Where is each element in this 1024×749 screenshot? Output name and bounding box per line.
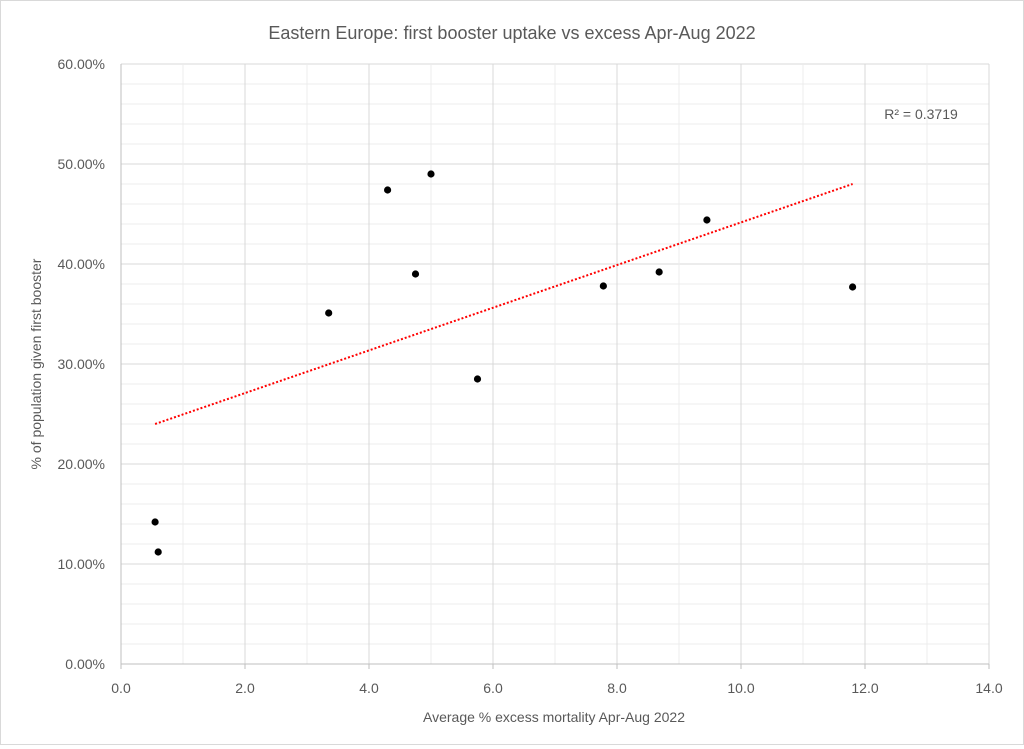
y-tick-label: 0.00% (65, 656, 105, 672)
y-tick-label: 50.00% (58, 156, 105, 172)
data-point (384, 186, 392, 194)
x-tick-label: 2.0 (235, 680, 255, 696)
y-tick-label: 40.00% (58, 256, 105, 272)
grid-layer (121, 63, 990, 664)
y-tick-label: 60.00% (58, 56, 105, 72)
x-tick-label: 6.0 (483, 680, 503, 696)
y-tick-label: 30.00% (58, 356, 105, 372)
x-axis-title: Average % excess mortality Apr-Aug 2022 (423, 709, 685, 725)
r-squared-label: R² = 0.3719 (884, 106, 958, 122)
data-point (325, 309, 333, 317)
data-point (151, 518, 159, 526)
data-point (849, 283, 857, 291)
x-tick-label: 8.0 (607, 680, 627, 696)
points-layer (151, 170, 857, 556)
data-point (473, 375, 482, 383)
data-point (427, 170, 435, 178)
linear-trendline (154, 183, 853, 425)
y-tick-label: 20.00% (58, 456, 105, 472)
x-tick-label: 10.0 (727, 680, 754, 696)
data-point (655, 268, 663, 276)
trendline-layer (154, 183, 853, 425)
x-tick-label: 0.0 (111, 680, 131, 696)
x-tick-label: 4.0 (359, 680, 379, 696)
chart-title: Eastern Europe: first booster uptake vs … (268, 23, 755, 43)
y-axis-title: % of population given first booster (28, 258, 44, 469)
x-tick-label: 12.0 (851, 680, 878, 696)
data-point (154, 548, 162, 556)
data-point (599, 282, 607, 290)
data-point (411, 270, 420, 278)
axis-layer: 0.00% 10.00% 20.00% 30.00% 40.00% 50.00% 60.00… (58, 56, 1003, 696)
x-tick-label: 14.0 (975, 680, 1002, 696)
y-tick-label: 10.00% (58, 556, 105, 572)
data-point (703, 216, 711, 224)
